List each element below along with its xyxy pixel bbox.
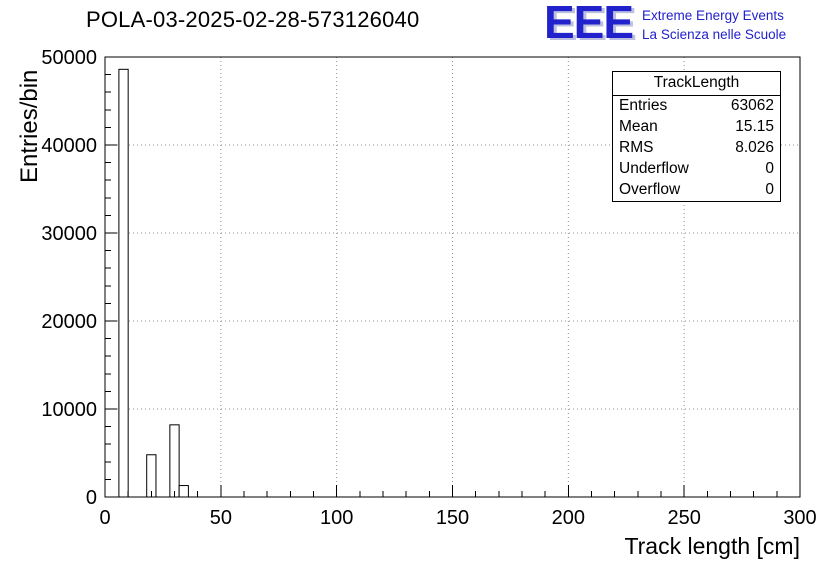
x-tick-label: 150	[436, 507, 469, 529]
x-tick-label: 250	[667, 507, 700, 529]
stats-row: Underflow 0	[613, 159, 780, 180]
y-tick-label: 0	[86, 487, 97, 509]
stats-row-value: 0	[765, 160, 774, 177]
y-tick-label: 50000	[41, 47, 97, 69]
x-tick-label: 200	[552, 507, 585, 529]
stats-row-value: 15.15	[735, 118, 774, 135]
x-tick-label: 100	[320, 507, 353, 529]
histogram-bar	[146, 454, 157, 498]
stats-row-label: Overflow	[619, 181, 681, 198]
stats-row: Entries 63062	[613, 96, 780, 117]
eee-logo-acronym: EEE	[544, 0, 634, 48]
stats-row-value: 63062	[730, 97, 774, 114]
x-axis-title: Track length [cm]	[624, 533, 800, 559]
eee-logo-line1: Extreme Energy Events	[642, 8, 784, 23]
stats-row-value: 0	[765, 181, 774, 198]
y-tick-label: 20000	[41, 311, 97, 333]
stats-row-label: Underflow	[619, 160, 689, 177]
histogram-bar	[169, 424, 180, 498]
stats-row: RMS 8.026	[613, 138, 780, 159]
stats-row-value: 8.026	[735, 139, 774, 156]
y-tick-label: 30000	[41, 223, 97, 245]
eee-logo-caption: Extreme Energy Events La Scienza nelle S…	[642, 2, 786, 45]
stats-box: TrackLength Entries 63062 Mean 15.15 RMS…	[612, 71, 781, 202]
stats-row: Overflow 0	[613, 180, 780, 201]
plot-title: POLA-03-2025-02-28-573126040	[86, 7, 420, 32]
stats-row-label: RMS	[619, 139, 654, 156]
stats-row-label: Entries	[619, 97, 668, 114]
histogram-bar	[178, 485, 189, 498]
stats-row-label: Mean	[619, 118, 658, 135]
stats-row: Mean 15.15	[613, 117, 780, 138]
histogram-bar	[118, 68, 129, 498]
y-tick-label: 40000	[41, 135, 97, 157]
y-axis-title: Entries/bin	[16, 69, 43, 183]
stats-title: TrackLength	[613, 72, 780, 96]
y-tick-label: 10000	[41, 399, 97, 421]
x-tick-label: 50	[210, 507, 232, 529]
x-tick-label: 0	[99, 507, 110, 529]
eee-logo: EEE Extreme Energy Events La Scienza nel…	[544, 0, 786, 48]
x-tick-label: 300	[783, 507, 816, 529]
eee-logo-line2: La Scienza nelle Scuole	[642, 26, 787, 42]
